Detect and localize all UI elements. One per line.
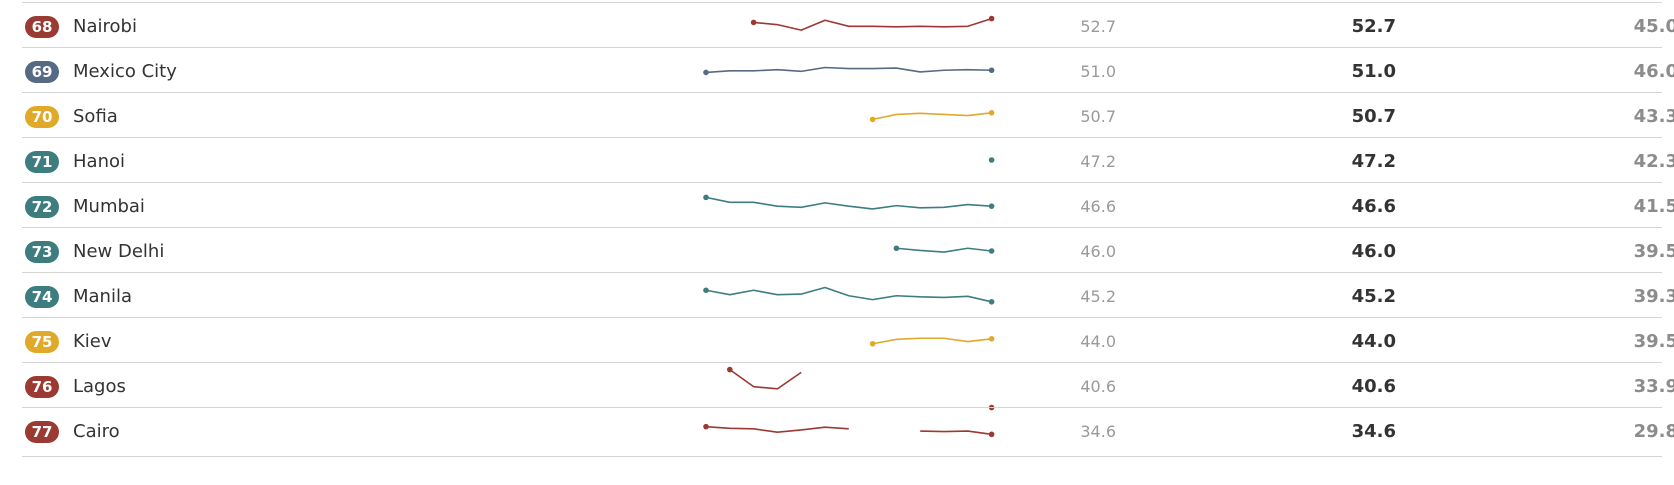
city-name: Lagos: [73, 376, 126, 397]
previous-score-value: 29.8: [1633, 421, 1674, 442]
trend-sparkline: [727, 366, 995, 411]
sparkline-value: 34.6: [1080, 422, 1116, 441]
table-row: 68 Nairobi 52.7 52.7 45.0: [22, 2, 1674, 51]
sparkline-value: 47.2: [1080, 152, 1116, 171]
sparkline-segment: [872, 112, 992, 121]
previous-score-value: 39.3: [1633, 286, 1674, 307]
sparkline-start-point: [727, 366, 733, 373]
table-row: 76 Lagos 40.6 40.6 33.9: [22, 362, 1674, 411]
table-row: 73 New Delhi 46.0 46.0 39.5: [22, 227, 1674, 276]
rank-badge: 71: [25, 151, 59, 173]
trend-sparkline: [750, 15, 995, 31]
sparkline-start-point: [703, 194, 709, 201]
score-value: 46.6: [1351, 196, 1396, 217]
city-name: Nairobi: [73, 16, 137, 37]
sparkline-value: 40.6: [1080, 377, 1116, 396]
table-row: 72 Mumbai 46.6 46.6 41.5: [22, 182, 1674, 231]
score-value: 45.2: [1351, 286, 1396, 307]
score-value: 40.6: [1351, 376, 1396, 397]
previous-score-value: 39.5: [1633, 241, 1674, 262]
table-row: 75 Kiev 44.0 44.0 39.5: [22, 317, 1674, 366]
city-name: Hanoi: [73, 151, 125, 172]
score-value: 50.7: [1351, 106, 1396, 127]
rank-badge: 77: [25, 421, 59, 443]
rank-badge: 69: [25, 61, 59, 83]
score-value: 51.0: [1351, 61, 1396, 82]
score-value: 44.0: [1351, 331, 1396, 352]
table-row: 69 Mexico City 51.0 51.0 46.0: [22, 47, 1674, 96]
sparkline-end-point: [988, 157, 995, 163]
sparkline-value: 52.7: [1080, 17, 1116, 36]
rank-badge: 75: [25, 331, 59, 353]
sparkline-value: 46.0: [1080, 242, 1116, 261]
city-name: Mexico City: [73, 61, 177, 82]
sparkline-segment: [896, 247, 992, 253]
city-name: Mumbai: [73, 196, 145, 217]
previous-score-value: 43.3: [1633, 106, 1674, 127]
rank-badge: 73: [25, 241, 59, 263]
sparkline-segment: [872, 337, 992, 345]
score-value: 46.0: [1351, 241, 1396, 262]
rank-badge: 72: [25, 196, 59, 218]
sparkline-start-point: [869, 340, 876, 347]
rank-badge: 74: [25, 286, 59, 308]
sparkline-value: 44.0: [1080, 332, 1116, 351]
city-name: Sofia: [73, 106, 118, 127]
trend-sparkline: [703, 423, 995, 438]
sparkline-start-point: [703, 423, 709, 430]
previous-score-value: 46.0: [1633, 61, 1674, 82]
sparkline-start-point: [869, 116, 876, 123]
score-value: 34.6: [1351, 421, 1396, 442]
sparkline-value: 50.7: [1080, 107, 1116, 126]
rank-badge: 68: [25, 16, 59, 38]
trend-sparkline: [869, 336, 995, 347]
trend-sparkline: [869, 110, 995, 123]
city-name: New Delhi: [73, 241, 165, 262]
sparkline-end-point: [988, 299, 995, 305]
sparkline-value: 45.2: [1080, 287, 1116, 306]
city-name: Cairo: [73, 421, 120, 442]
sparkline-segment: [920, 430, 992, 436]
trend-sparkline: [703, 286, 995, 305]
previous-score-value: 42.3: [1633, 151, 1674, 172]
sparkline-start-point: [703, 69, 709, 76]
sparkline-end-point: [988, 15, 995, 22]
sparkline-end-point: [988, 203, 995, 209]
trend-sparkline: [703, 194, 995, 210]
previous-score-value: 45.0: [1633, 16, 1674, 37]
rank-badge: 70: [25, 106, 59, 128]
sparkline-start-point: [703, 287, 709, 294]
score-value: 47.2: [1351, 151, 1396, 172]
sparkline-value: 46.6: [1080, 197, 1116, 216]
table-row: 77 Cairo 34.6 34.6 29.8: [22, 407, 1674, 457]
table-row: 74 Manila 45.2 45.2 39.3: [22, 272, 1674, 321]
sparkline-end-point: [988, 336, 995, 342]
sparkline-value: 51.0: [1080, 62, 1116, 81]
table-row: 70 Sofia 50.7 50.7 43.3: [22, 92, 1674, 141]
city-name: Kiev: [73, 331, 112, 352]
trend-sparkline: [703, 66, 995, 76]
city-name: Manila: [73, 286, 133, 307]
previous-score-value: 39.5: [1633, 331, 1674, 352]
sparkline-segment: [705, 286, 992, 303]
sparkline-end-point: [988, 110, 995, 116]
sparkline-segment: [705, 196, 992, 210]
sparkline-segment: [729, 368, 802, 390]
trend-sparkline: [893, 245, 995, 254]
sparkline-end-point: [988, 431, 995, 438]
sparkline-start-point: [750, 19, 757, 26]
score-value: 52.7: [1351, 16, 1396, 37]
sparkline-start-point: [893, 245, 900, 252]
table-row: 71 Hanoi 47.2 47.2 42.3: [22, 137, 1674, 186]
sparkline-segment: [705, 425, 849, 433]
rank-badge: 76: [25, 376, 59, 398]
sparkline-end-point: [988, 248, 995, 254]
sparkline-segment: [753, 17, 992, 31]
trend-sparkline: [988, 157, 995, 163]
sparkline-segment: [705, 66, 992, 74]
previous-score-value: 33.9: [1633, 376, 1674, 397]
previous-score-value: 41.5: [1633, 196, 1674, 217]
sparkline-end-point: [988, 67, 995, 74]
